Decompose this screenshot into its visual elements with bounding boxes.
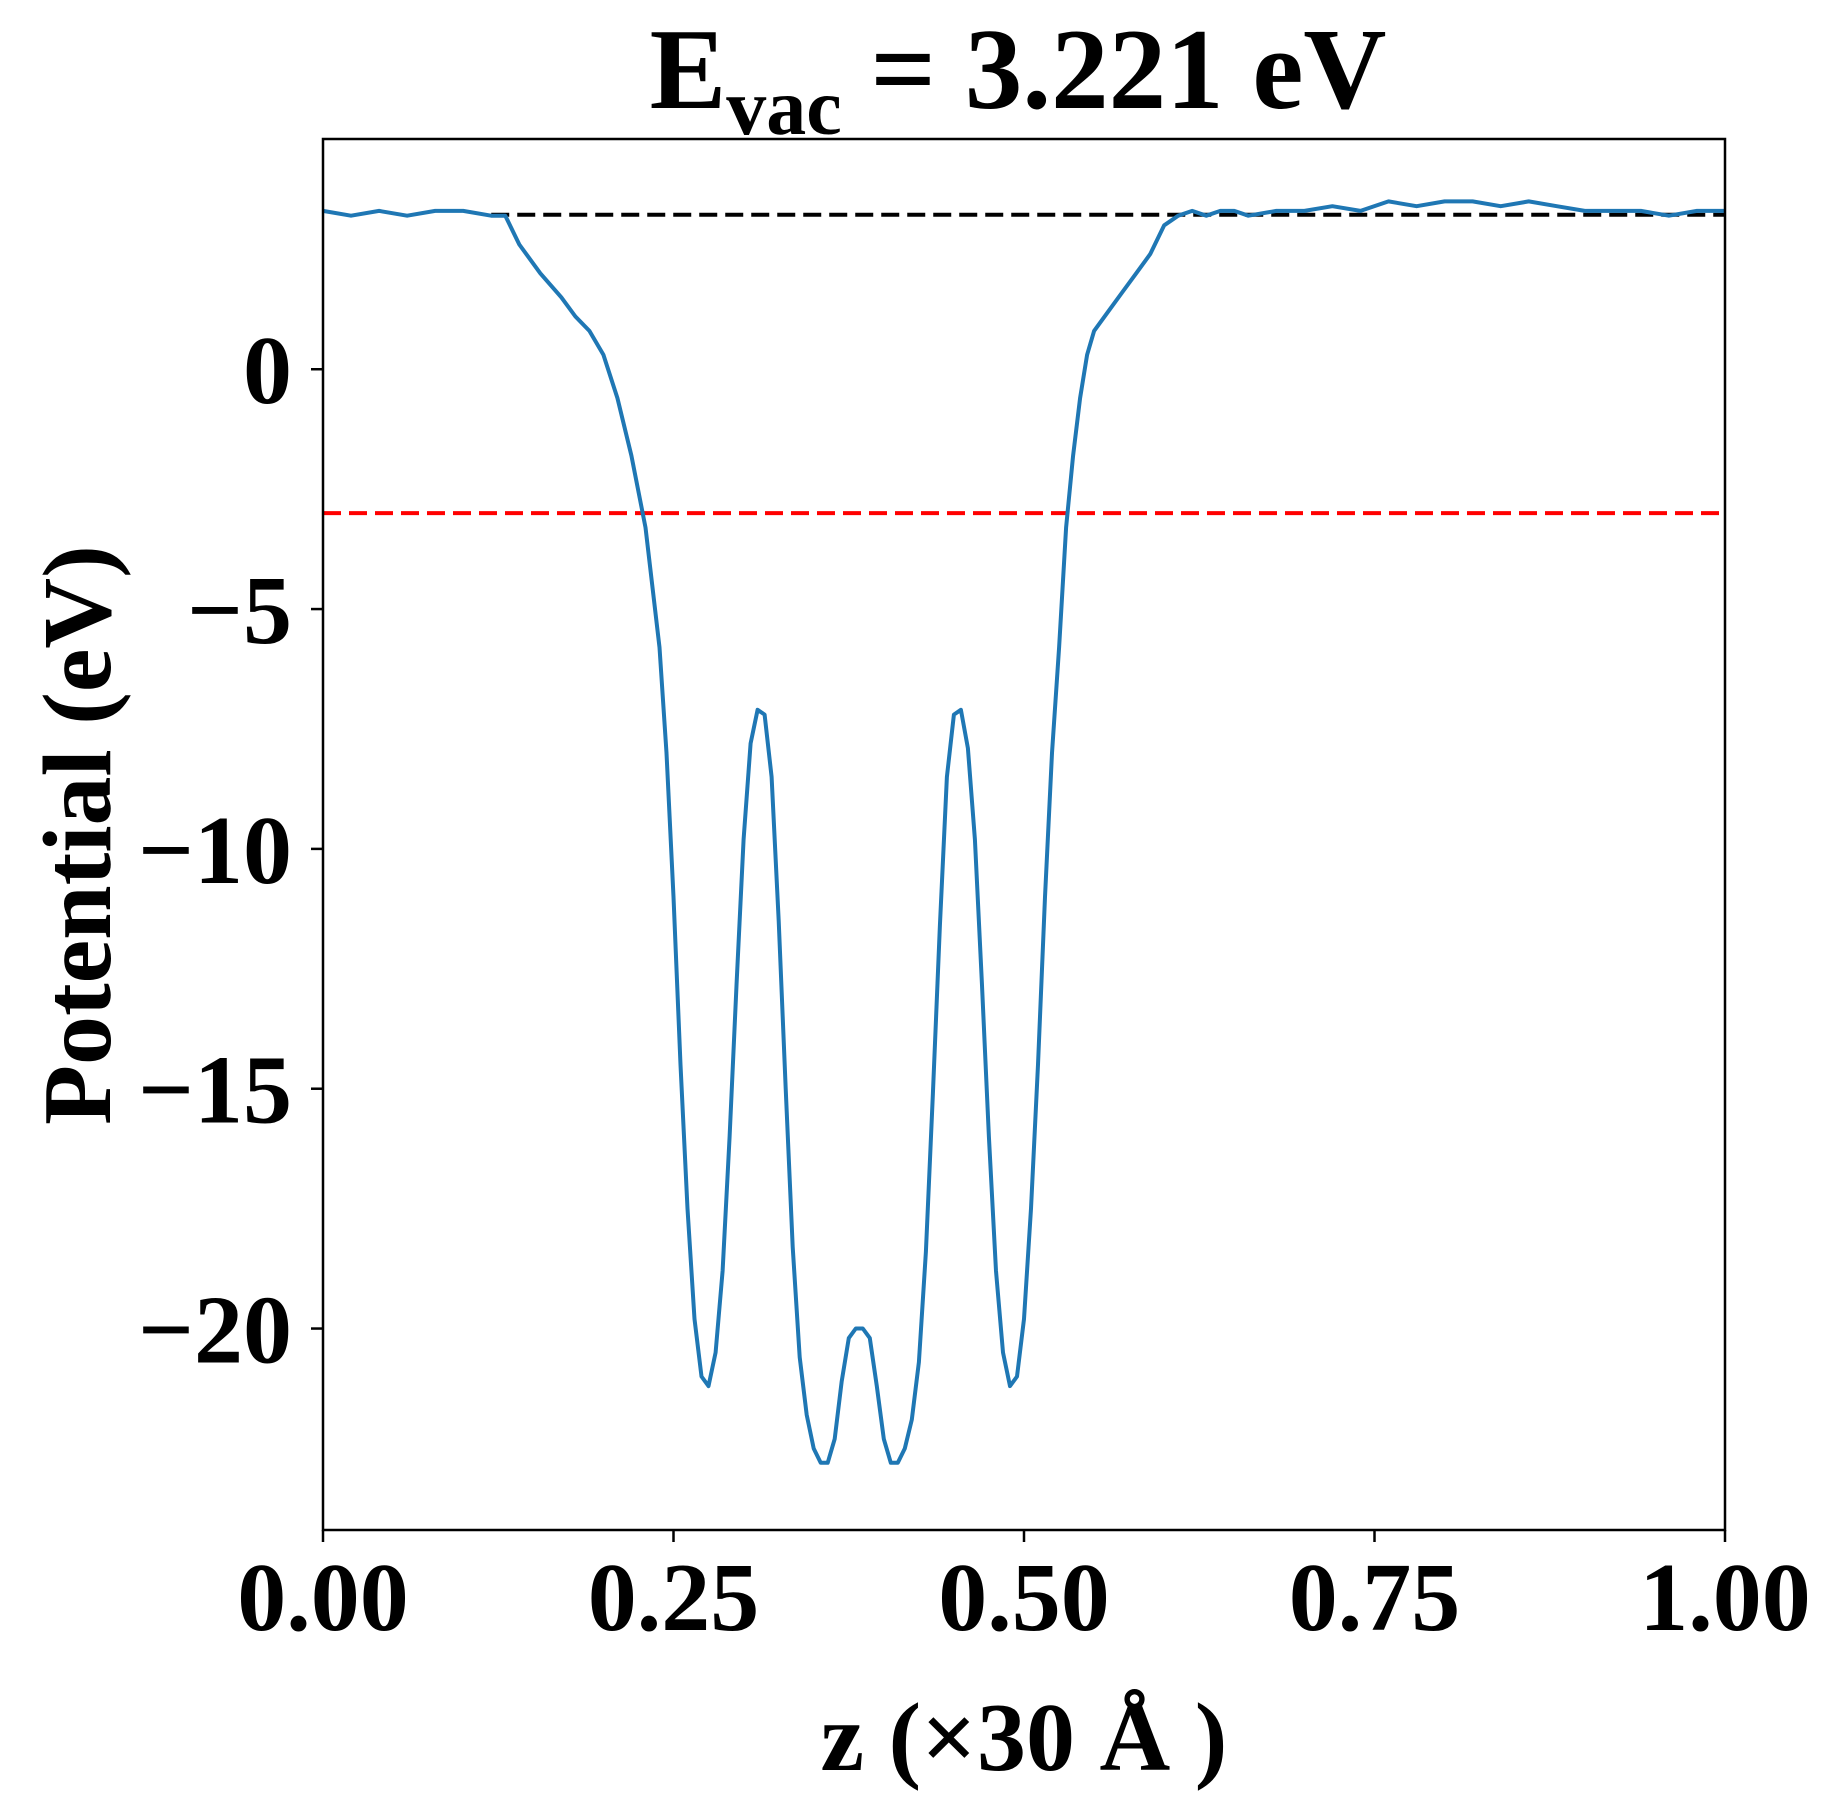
chart-title: Evac = 3.221 eV xyxy=(650,6,1387,152)
y-tick-label: −10 xyxy=(138,797,292,905)
y-tick-label: −15 xyxy=(138,1037,292,1145)
x-axis-label: z (×30 Å ) xyxy=(821,1684,1228,1792)
title-subscript: vac xyxy=(726,64,842,152)
y-tick-label: −20 xyxy=(138,1277,292,1385)
y-tick-label: 0 xyxy=(243,317,292,425)
y-axis-label: Potential (eV) xyxy=(24,545,132,1125)
y-tick-label: −5 xyxy=(187,557,292,665)
potential-series-line xyxy=(322,199,1725,1465)
x-tick-label: 0.00 xyxy=(237,1544,409,1652)
title-value: = 3.221 eV xyxy=(842,6,1387,133)
x-tick-label: 0.50 xyxy=(938,1544,1110,1652)
title-symbol: E xyxy=(650,6,727,133)
x-tick-label: 0.25 xyxy=(588,1544,760,1652)
x-tick-label: 1.00 xyxy=(1639,1544,1811,1652)
x-tick-label: 0.75 xyxy=(1289,1544,1461,1652)
